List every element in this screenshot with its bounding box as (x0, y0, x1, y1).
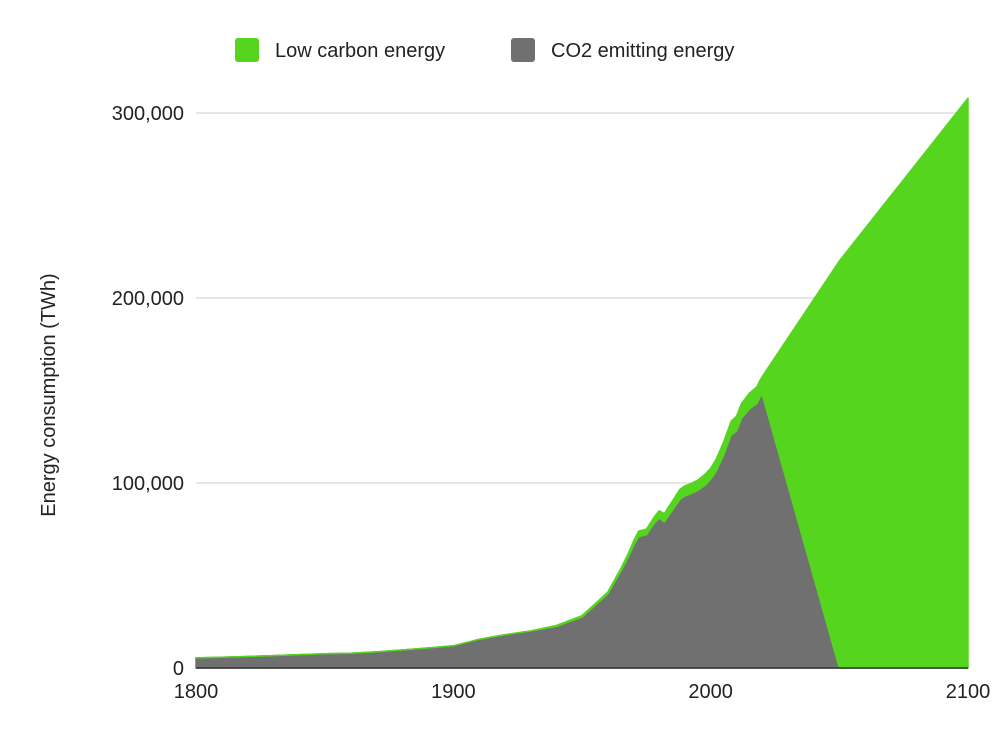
legend-item: CO2 emitting energy (511, 38, 734, 62)
area-series (195, 97, 969, 669)
y-axis-title: Energy consumption (TWh) (38, 273, 60, 516)
y-tick-label: 300,000 (112, 103, 184, 125)
y-tick-label: 0 (173, 658, 184, 680)
x-tick-label: 1800 (174, 681, 219, 703)
y-tick-label: 200,000 (112, 288, 184, 310)
x-tick-label: 2100 (946, 681, 991, 703)
x-tick-label: 1900 (431, 681, 476, 703)
legend: Low carbon energy CO2 emitting energy (235, 38, 734, 62)
y-tick-label: 100,000 (112, 473, 184, 495)
legend-label: Low carbon energy (275, 40, 445, 62)
legend-swatch (511, 38, 535, 62)
low-carbon-energy-area (195, 97, 969, 669)
legend-label: CO2 emitting energy (551, 40, 734, 62)
legend-item: Low carbon energy (235, 38, 445, 62)
x-tick-label: 2000 (688, 681, 733, 703)
legend-swatch (235, 38, 259, 62)
axes: 0 100,000 200,000 300,000 1800 1900 2000 2100 (112, 103, 991, 703)
